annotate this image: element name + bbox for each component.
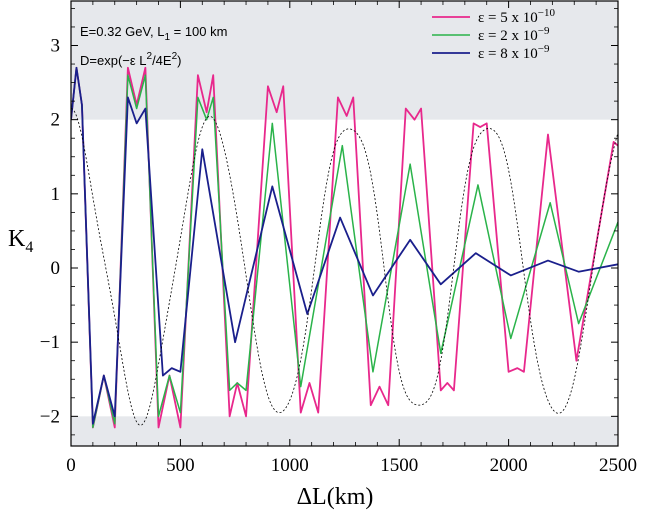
x-tick-label: 1000 (271, 455, 309, 476)
legend-label-1: ε = 2 x 10−9 (478, 25, 550, 44)
x-tick-label: 500 (166, 455, 195, 476)
series-line-3 (71, 108, 618, 426)
y-tick-label: 3 (51, 36, 61, 57)
parameter-annotation: E=0.32 GeV, L1 = 100 km D=exp(−ε L2/4E2) (80, 24, 227, 68)
y-tick-label: 1 (51, 184, 61, 205)
x-axis-label: ΔL(km) (297, 484, 374, 510)
y-tick-label: −1 (40, 332, 60, 353)
legend-label-2: ε = 8 x 10−9 (478, 43, 550, 62)
series-line-1 (71, 67, 618, 429)
series-layer (71, 66, 618, 429)
y-tick-label: 2 (51, 110, 61, 131)
y-axis-ticks: −2 −1 0 1 2 3 (40, 8, 618, 436)
x-tick-label: 2500 (599, 455, 637, 476)
y-axis-label: K4 (8, 226, 33, 256)
x-tick-label: 1500 (380, 455, 418, 476)
x-tick-label: 2000 (490, 455, 528, 476)
y-tick-label: −2 (40, 406, 60, 427)
series-line-2 (71, 66, 618, 425)
legend-label-0: ε = 5 x 10−10 (478, 7, 555, 26)
plot-frame (70, 0, 619, 447)
x-axis-ticks: 0 500 1000 1500 2000 2500 (66, 1, 637, 476)
shaded-band-1 (71, 416, 618, 446)
shaded-band-0 (71, 1, 618, 120)
legend: ε = 5 x 10−10ε = 2 x 10−9ε = 8 x 10−9 (432, 7, 555, 62)
shaded-bands (71, 1, 618, 446)
annotation-line-1: E=0.32 GeV, L1 = 100 km (80, 24, 227, 43)
x-tick-label: 0 (66, 455, 76, 476)
annotation-line-2: D=exp(−ε L2/4E2) (80, 51, 181, 68)
y-tick-label: 0 (51, 258, 61, 279)
series-line-0 (71, 66, 618, 429)
